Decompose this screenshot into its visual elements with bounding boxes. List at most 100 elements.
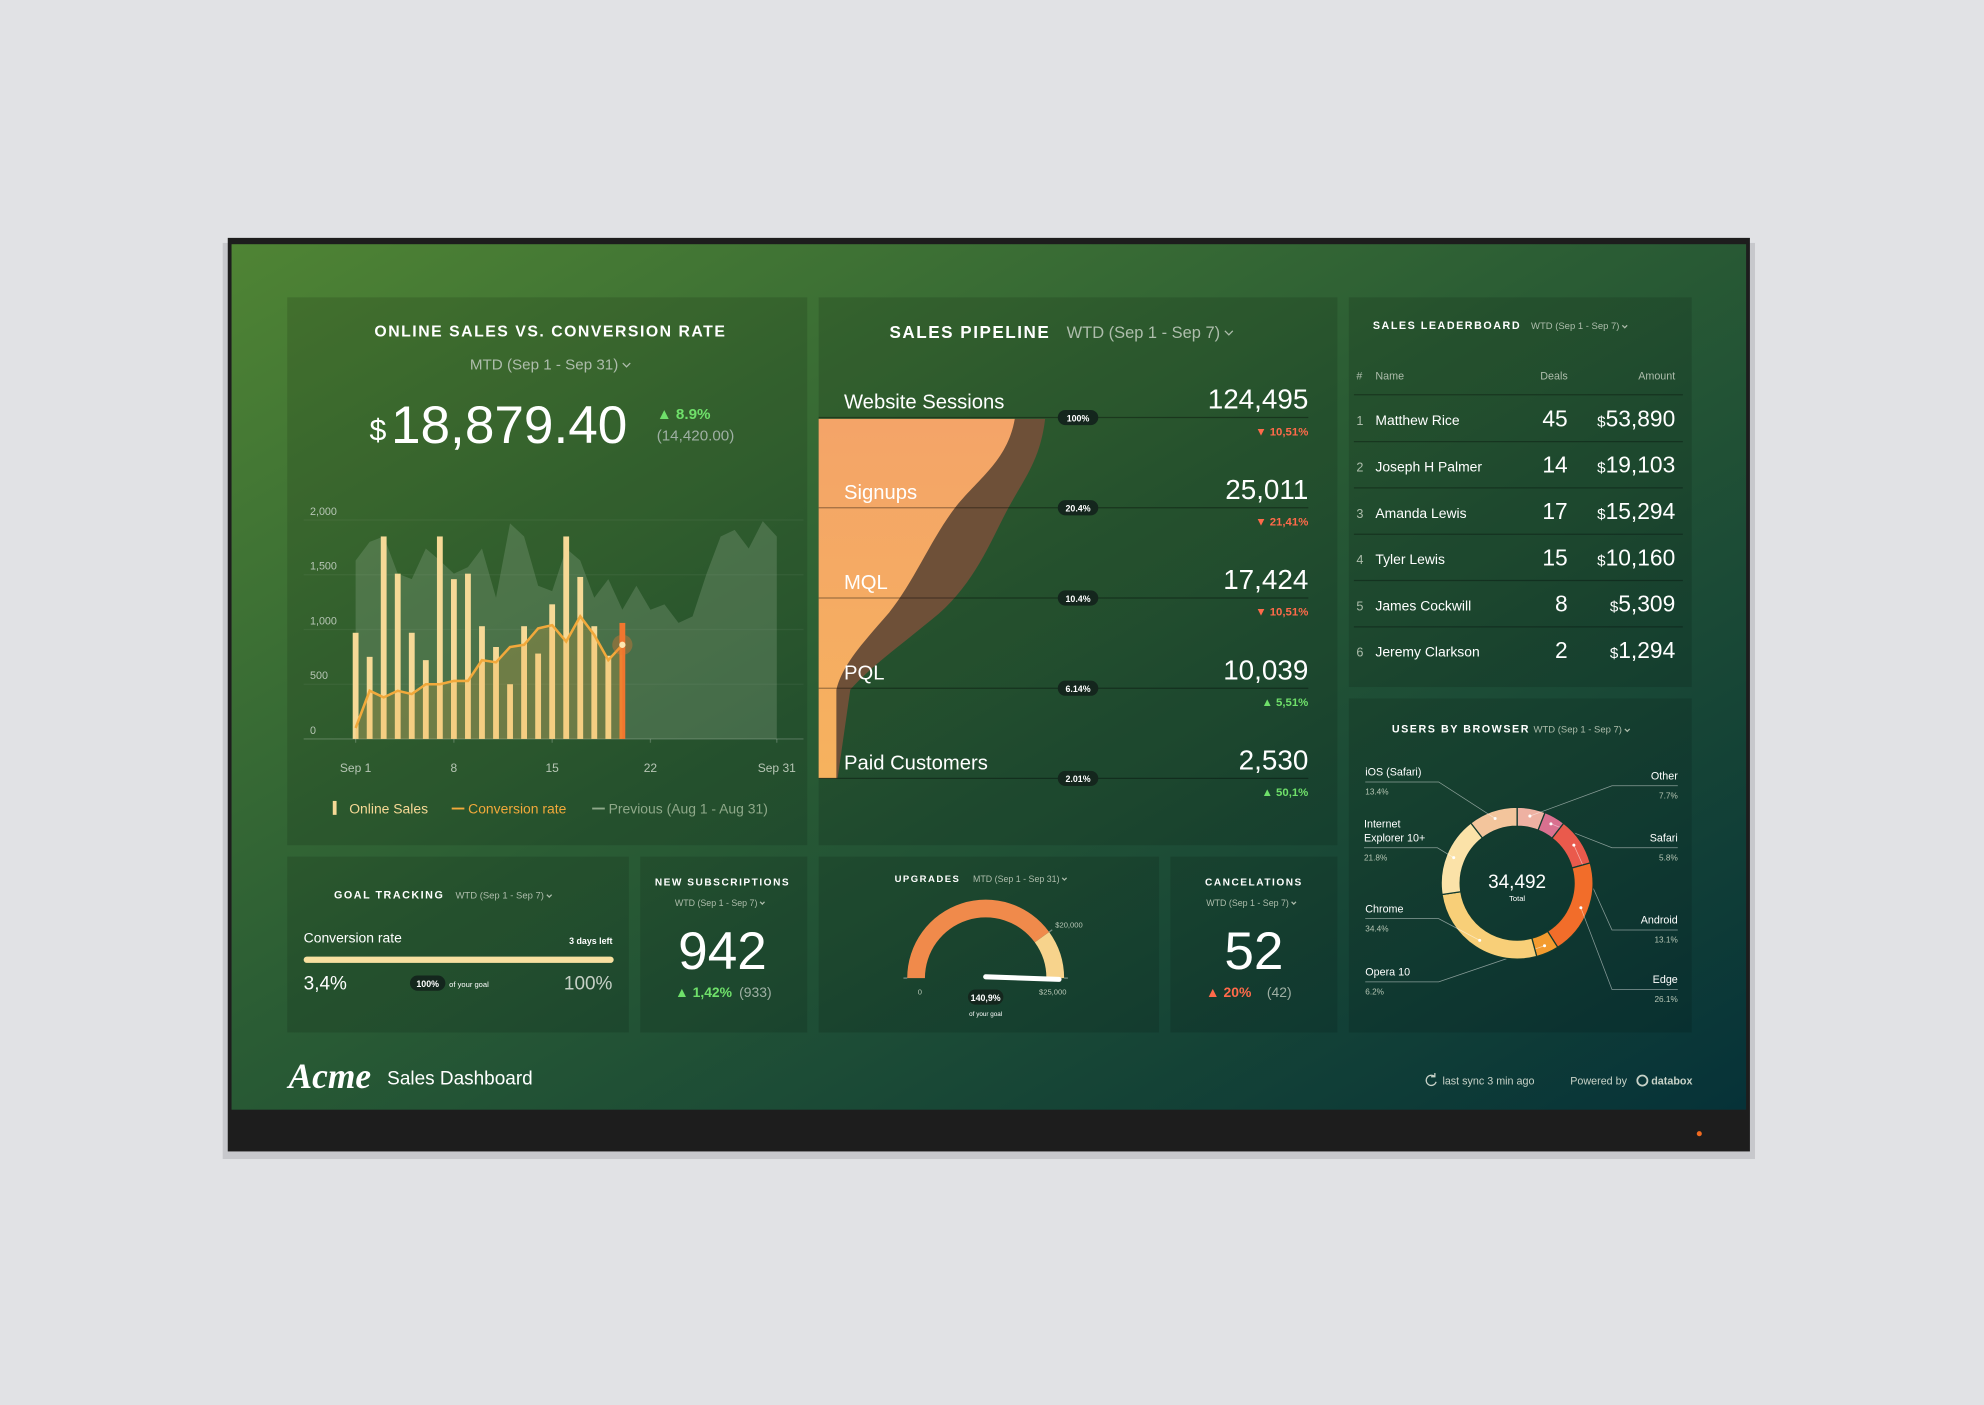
powered-by: Powered by <box>1570 1075 1627 1087</box>
panel <box>1348 297 1692 688</box>
y-tick-label: 1,000 <box>310 615 337 627</box>
bar <box>605 655 612 739</box>
dashboard-name: Sales Dashboard <box>387 1068 533 1089</box>
legend-label: Conversion rate <box>468 801 566 817</box>
gauge-goal-arc <box>907 899 1050 979</box>
goal-target: 100% <box>564 973 613 994</box>
bar <box>493 647 499 739</box>
period-selector[interactable]: WTD (Sep 1 - Sep 7) <box>1531 321 1619 332</box>
leader-dot <box>1549 822 1553 826</box>
slice-label: Android <box>1641 915 1678 927</box>
period-selector[interactable]: MTD (Sep 1 - Sep 31) <box>973 874 1060 884</box>
stage-value: 2,530 <box>1239 745 1309 776</box>
slice-value: 34.4% <box>1365 924 1389 933</box>
amount: $15,294 <box>1597 498 1675 524</box>
name: Matthew Rice <box>1375 412 1460 428</box>
stage-change: ▲ 5,51% <box>1262 697 1309 709</box>
period-selector[interactable]: WTD (Sep 1 - Sep 7) <box>1534 725 1622 736</box>
funnel <box>818 418 1015 779</box>
panel <box>1348 698 1692 1033</box>
amount-value: 1,294 <box>1618 637 1675 663</box>
gauge-tick <box>1048 929 1053 933</box>
badge <box>967 989 1004 1005</box>
currency: $ <box>1610 599 1619 616</box>
stage-share: 10.4% <box>1066 594 1091 604</box>
caret <box>1621 324 1628 329</box>
rank: 5 <box>1356 599 1363 613</box>
leader-line <box>1365 918 1480 941</box>
column-header: Deals <box>1540 371 1567 383</box>
stage-name: Paid Customers <box>844 753 988 775</box>
amount: $5,309 <box>1610 591 1675 617</box>
stage-share: 2.01% <box>1066 774 1091 784</box>
goal-metric: Conversion rate <box>304 930 402 946</box>
y-tick-label: 500 <box>310 670 328 682</box>
goal-caption: of your goal <box>449 980 489 989</box>
deals: 14 <box>1542 452 1567 478</box>
amount: $53,890 <box>1597 405 1675 431</box>
period-selector[interactable]: WTD (Sep 1 - Sep 7) <box>1206 898 1289 908</box>
change: ▲ 8.9% <box>657 406 711 423</box>
gauge-needle <box>983 974 1062 982</box>
legend-swatch <box>332 800 337 815</box>
bar <box>507 684 513 739</box>
bar <box>450 579 457 739</box>
bar <box>436 536 443 739</box>
x-tick-label: 8 <box>451 761 458 775</box>
currency: $ <box>1597 460 1606 477</box>
slice-label: iOS (Safari) <box>1365 767 1421 779</box>
panel <box>287 856 629 1033</box>
previous-value: (14,420.00) <box>657 427 735 444</box>
period-selector[interactable]: WTD (Sep 1 - Sep 7) <box>456 890 544 901</box>
currency: $ <box>1597 506 1606 523</box>
change: ▲ 1,42% <box>675 984 732 1000</box>
leader-dot <box>1478 938 1482 942</box>
bar <box>465 573 471 739</box>
leader-dot <box>1572 843 1576 847</box>
bar <box>535 653 542 739</box>
slice-value: 13.1% <box>1654 936 1678 945</box>
caret <box>759 901 765 905</box>
period-selector[interactable]: WTD (Sep 1 - Sep 7) <box>675 898 758 908</box>
goal-current: 3,4% <box>304 973 347 994</box>
gauge-caption: of your goal <box>969 1011 1002 1018</box>
currency: $ <box>1597 552 1606 569</box>
currency: $ <box>369 414 386 447</box>
gauge-label: 0 <box>918 988 922 997</box>
deals: 8 <box>1555 591 1568 617</box>
period-selector[interactable]: MTD (Sep 1 - Sep 31) <box>470 356 618 373</box>
goal-bar <box>303 956 614 963</box>
bar <box>619 622 626 739</box>
name: Joseph H Palmer <box>1375 458 1482 474</box>
caret <box>546 894 553 898</box>
bar <box>521 626 527 739</box>
change: ▲ 20% <box>1206 984 1251 1000</box>
stage-change: ▼ 10,51% <box>1255 607 1308 619</box>
panel <box>287 297 808 846</box>
badge <box>1057 590 1099 606</box>
stage-value: 10,039 <box>1223 654 1308 685</box>
rank: 1 <box>1356 414 1363 428</box>
leader-line <box>1365 781 1496 819</box>
name: Tyler Lewis <box>1375 551 1445 567</box>
period-selector[interactable]: WTD (Sep 1 - Sep 7) <box>1067 324 1220 342</box>
leader-line <box>1529 785 1678 817</box>
slice-label: Other <box>1651 770 1678 782</box>
stage-name: MQL <box>844 572 888 594</box>
bar <box>352 632 359 739</box>
slice-label: Edge <box>1653 974 1678 986</box>
bar <box>577 576 584 739</box>
total-value: 18,879.40 <box>391 396 627 455</box>
stage-change: ▲ 50,1% <box>1262 787 1309 799</box>
gauge-rest-arc <box>1034 931 1065 979</box>
widget-title: SALES PIPELINE <box>890 323 1051 342</box>
leader-dot <box>1528 814 1532 818</box>
x-tick-label: Sep 31 <box>758 761 796 775</box>
slice-value: 7.7% <box>1659 791 1678 800</box>
leader-dot <box>1493 816 1497 821</box>
bar <box>366 656 373 739</box>
progress-bar <box>303 956 614 963</box>
rank: 6 <box>1356 646 1363 660</box>
leader-line <box>1363 847 1454 858</box>
rank: 3 <box>1356 507 1363 521</box>
